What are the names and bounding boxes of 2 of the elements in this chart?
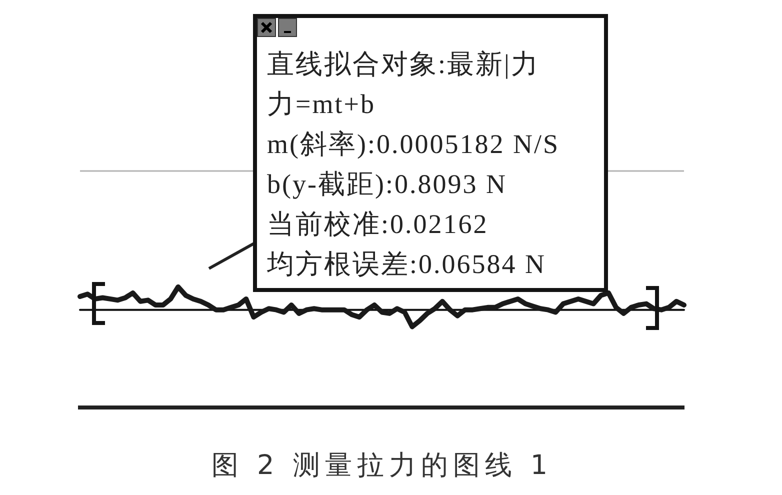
text: 图 2 测量拉力的图线 1 xyxy=(210,449,554,483)
popup-window: 直线拟合对象:最新|力 力=mt+b m(斜率):0.0005182 N/S b(y-截距):0.8093 N 当前校准:0.02162 均方根误差:0.06584 N xyxy=(253,14,608,292)
